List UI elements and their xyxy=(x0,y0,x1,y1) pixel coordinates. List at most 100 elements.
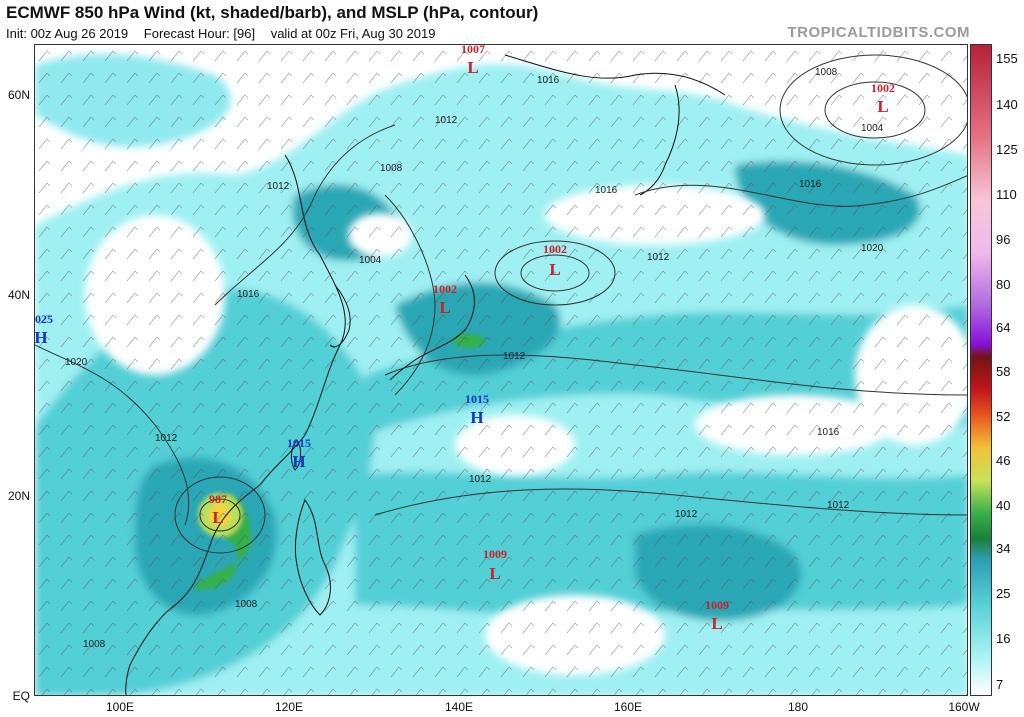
low-marker: L xyxy=(711,614,722,633)
contour-label: 1016 xyxy=(799,179,822,190)
contour-label: 1016 xyxy=(237,289,260,300)
coastline-kamchatka xyxy=(639,84,680,196)
lon-label-160e: 160E xyxy=(613,700,643,714)
isobar-4 xyxy=(779,54,967,166)
pressure-value: 1002 xyxy=(433,282,457,296)
contour-label: 1012 xyxy=(267,181,290,192)
lon-label-120e: 120E xyxy=(274,700,304,714)
isobar-9 xyxy=(384,194,436,396)
colorbar-label-140: 140 xyxy=(996,97,1018,112)
contour-label: 1012 xyxy=(827,500,850,511)
colorbar-label-52: 52 xyxy=(996,409,1011,424)
isobar-12 xyxy=(35,344,190,526)
coastline-taiwan xyxy=(290,439,302,471)
colorbar-gradient xyxy=(971,45,991,695)
high-marker: H xyxy=(470,408,483,427)
contour-label: 1008 xyxy=(83,639,106,650)
pressure-centers: 1007 L 1002 L 1002 L 1002 L 1025 H 1015 … xyxy=(35,45,895,633)
colorbar-label-80: 80 xyxy=(996,277,1011,292)
coastlines xyxy=(125,54,726,695)
coastline-siberia xyxy=(504,54,726,96)
lon-label-100e: 100E xyxy=(105,700,135,714)
lat-label-60n: 60N xyxy=(7,88,30,102)
lon-label-160w: 160W xyxy=(948,700,980,714)
contour-label: 1012 xyxy=(503,351,526,362)
isobar-7 xyxy=(384,354,967,396)
isobar-2 xyxy=(494,240,616,306)
coastline-japan xyxy=(389,274,475,381)
colorbar-label-40: 40 xyxy=(996,498,1011,513)
pressure-value: 1025 xyxy=(35,312,53,326)
contour-label: 1012 xyxy=(675,509,698,520)
contour-label: 1004 xyxy=(861,123,884,134)
pressure-value: 1015 xyxy=(287,436,311,450)
contour-label: 1012 xyxy=(435,115,458,126)
pressure-value: 1002 xyxy=(543,242,567,256)
colorbar-label-7: 7 xyxy=(996,677,1004,692)
lon-label-180: 180 xyxy=(787,700,809,714)
isobar-1 xyxy=(520,254,590,292)
lon-label-140e: 140E xyxy=(444,700,474,714)
wind-barbs xyxy=(35,45,967,695)
high-marker: H xyxy=(35,328,48,347)
low-marker: L xyxy=(877,97,888,116)
low-marker: L xyxy=(549,260,560,279)
pressure-value: 1015 xyxy=(465,392,489,406)
map-subtitle: Init: 00z Aug 26 2019 Forecast Hour: [96… xyxy=(6,26,447,41)
colorbar-label-110: 110 xyxy=(996,187,1017,202)
map-panel: 1012 1008 1004 1016 1020 1012 1016 1012 … xyxy=(34,44,968,696)
isobar-11 xyxy=(214,124,396,306)
low-marker: L xyxy=(467,58,478,77)
contour-label: 1012 xyxy=(469,474,492,485)
colorbar-label-96: 96 xyxy=(996,232,1011,247)
colorbar-label-16: 16 xyxy=(996,631,1011,646)
colorbar-label-25: 25 xyxy=(996,586,1011,601)
contour-labels: 1012 1008 1004 1016 1020 1012 1016 1012 … xyxy=(65,67,884,650)
low-marker: L xyxy=(489,564,500,583)
coastline-korea xyxy=(329,284,351,348)
isobar-5 xyxy=(199,498,241,532)
contour-label: 1016 xyxy=(595,185,618,196)
contour-label: 1016 xyxy=(817,427,840,438)
contour-label: 1020 xyxy=(861,243,884,254)
pressure-value: 987 xyxy=(209,492,227,506)
contour-label: 1020 xyxy=(65,357,88,368)
colorbar-fill xyxy=(971,45,991,695)
coastline-philippines xyxy=(294,498,331,616)
valid-time: valid at 00z Fri, Aug 30 2019 xyxy=(270,26,436,41)
pressure-value: 1002 xyxy=(871,81,895,95)
colorbar-label-46: 46 xyxy=(996,453,1011,468)
isobar-3 xyxy=(824,81,926,139)
isobars xyxy=(35,54,967,554)
lat-label-20n: 20N xyxy=(7,489,30,503)
colorbar-label-58: 58 xyxy=(996,364,1011,379)
coastline-asia xyxy=(125,154,346,695)
wind-colorbar xyxy=(970,44,992,696)
colorbar-label-125: 125 xyxy=(996,142,1018,157)
contour-label: 1008 xyxy=(380,163,403,174)
colorbar-label-34: 34 xyxy=(996,541,1011,556)
lat-label-eq: EQ xyxy=(12,689,30,703)
pressure-value: 1007 xyxy=(461,45,485,56)
low-marker: L xyxy=(212,508,223,527)
lat-label-40n: 40N xyxy=(7,288,30,302)
isobar-10 xyxy=(634,175,967,207)
high-marker: H xyxy=(292,452,305,471)
low-marker: L xyxy=(439,298,450,317)
map-canvas: 1012 1008 1004 1016 1020 1012 1016 1012 … xyxy=(35,45,967,695)
pressure-value: 1009 xyxy=(483,547,507,561)
contour-label: 1012 xyxy=(647,252,670,263)
contour-label: 1008 xyxy=(235,599,258,610)
init-time: Init: 00z Aug 26 2019 xyxy=(6,26,129,41)
contour-label: 1012 xyxy=(155,433,178,444)
forecast-hour: Forecast Hour: [96] xyxy=(143,26,256,41)
isobar-8 xyxy=(374,488,967,516)
brand-watermark: TROPICALTIDBITS.COM xyxy=(787,24,970,41)
isobar-6 xyxy=(174,476,266,554)
colorbar-label-155: 155 xyxy=(996,51,1018,66)
contour-label: 1008 xyxy=(815,67,838,78)
map-title: ECMWF 850 hPa Wind (kt, shaded/barb), an… xyxy=(6,3,539,22)
contour-label: 1004 xyxy=(359,255,382,266)
pressure-value: 1009 xyxy=(705,598,729,612)
colorbar-label-64: 64 xyxy=(996,320,1011,335)
